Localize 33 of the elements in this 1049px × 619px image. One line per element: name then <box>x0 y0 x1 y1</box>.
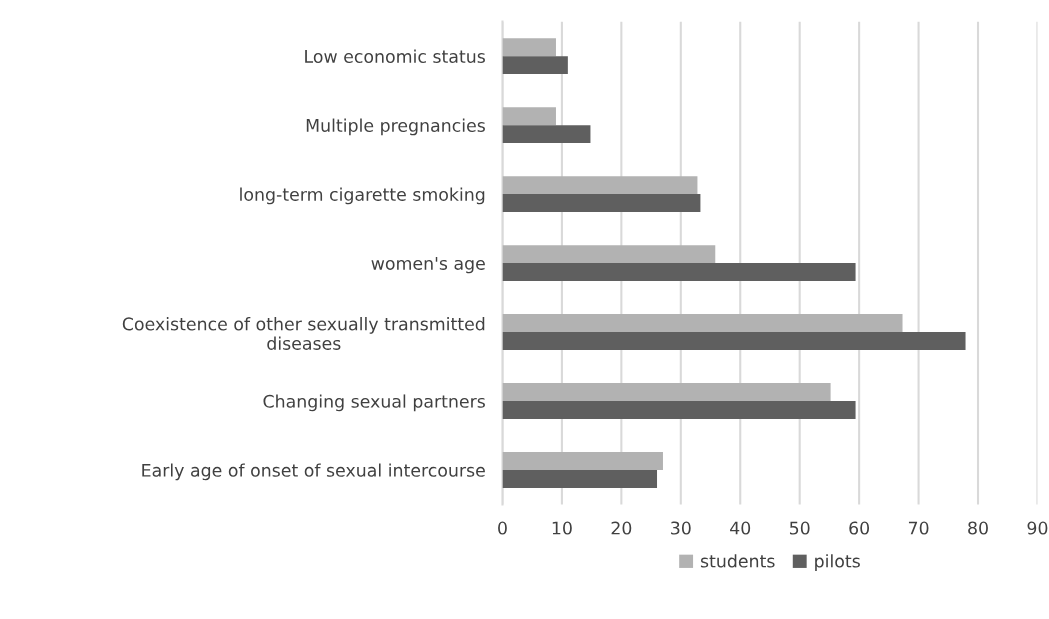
bar <box>502 107 556 126</box>
bar <box>502 263 856 282</box>
x-tick-label: 30 <box>671 521 691 535</box>
y-tick-label: Changing sexual partners <box>263 394 485 412</box>
bar <box>502 176 698 195</box>
bar <box>502 383 831 402</box>
y-tick-label: long-term cigarette smoking <box>240 187 485 205</box>
bar <box>502 38 556 57</box>
bar <box>502 470 658 488</box>
x-tick-label: 20 <box>611 521 632 535</box>
bar <box>502 314 903 333</box>
x-tick-label: 0 <box>498 521 507 535</box>
x-tick-label: 40 <box>730 521 751 535</box>
bar <box>502 401 856 419</box>
bar <box>502 332 966 350</box>
x-tick-label: 60 <box>849 521 870 535</box>
bar <box>502 245 716 264</box>
x-tick-label: 90 <box>1027 521 1048 535</box>
y-tick-label: Low economic status <box>305 49 485 63</box>
bar <box>502 452 663 470</box>
y-tick-label: women's age <box>371 257 485 274</box>
x-tick-label: 50 <box>789 521 810 535</box>
y-tick-label: Multiple pregnancies <box>306 118 485 136</box>
legend-label: students <box>700 554 775 568</box>
bar <box>502 194 701 213</box>
x-tick-label: 80 <box>968 521 988 535</box>
x-tick-label: 70 <box>908 521 929 535</box>
x-tick-label: 10 <box>552 521 572 535</box>
bar <box>502 56 568 75</box>
y-tick-label: Early age of onset of sexual intercourse <box>142 463 485 481</box>
legend-label: pilots <box>815 554 860 571</box>
bar <box>502 125 591 144</box>
y-tick-label: Coexistence of other sexually transmitted diseases <box>122 317 485 350</box>
